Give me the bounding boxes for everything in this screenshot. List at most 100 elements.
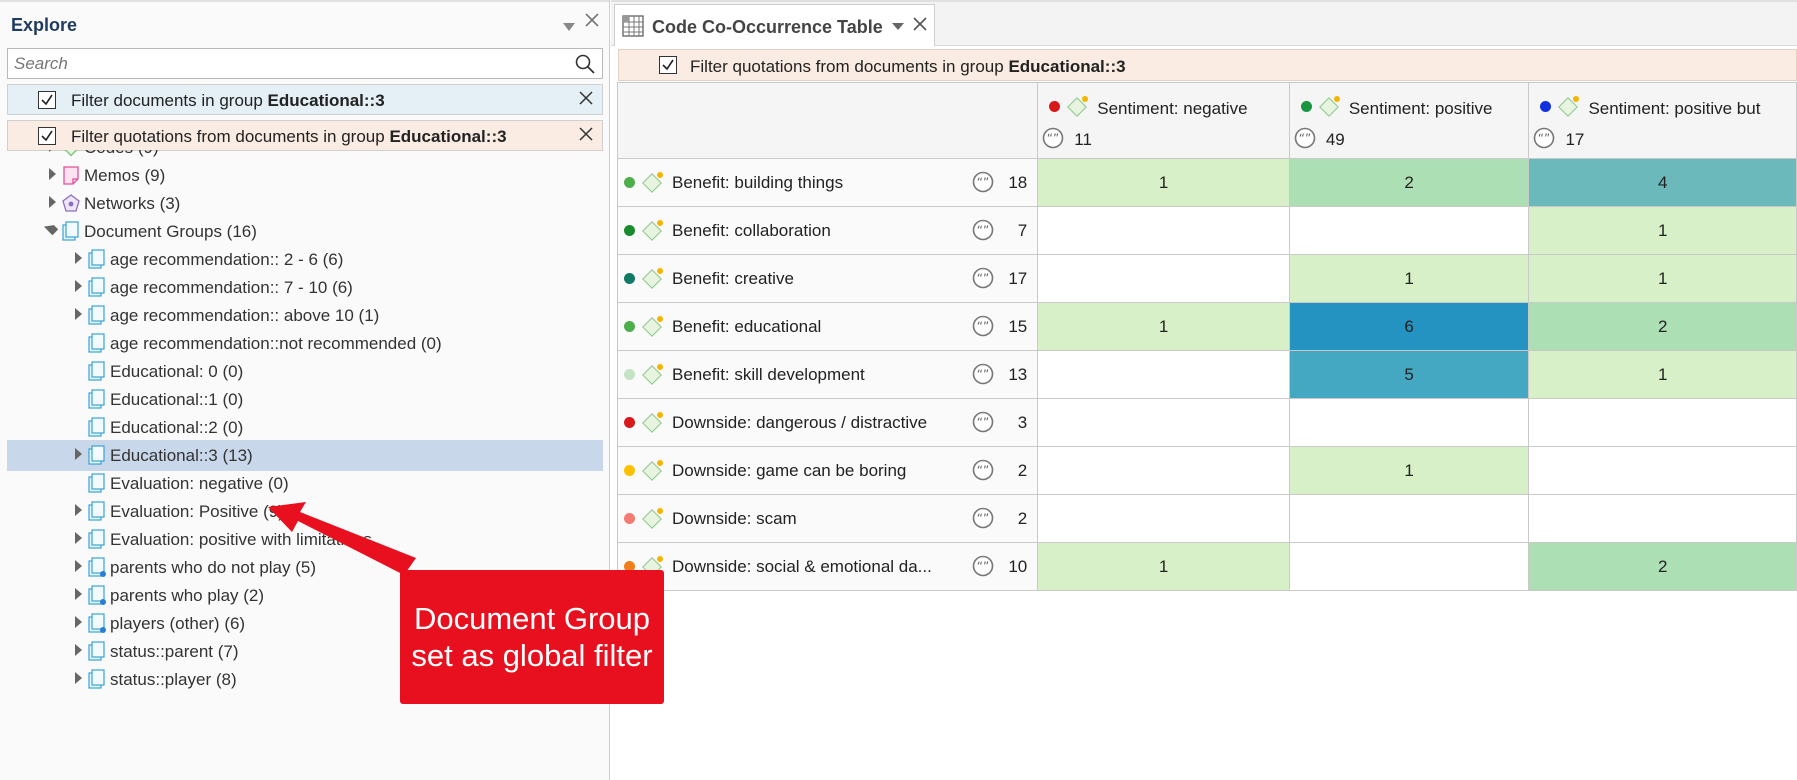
row-header[interactable]: Downside: dangerous / distractive “” 3: [616, 398, 1039, 447]
co-occurrence-cell[interactable]: 2: [1288, 158, 1530, 207]
row-header[interactable]: Benefit: building things “” 18: [616, 158, 1039, 207]
column-count: 17: [1565, 130, 1585, 149]
tree-item[interactable]: Educational::1 (0): [7, 384, 603, 415]
tree-item-label: parents who play (2): [110, 586, 265, 605]
co-occurrence-cell[interactable]: 1: [1288, 254, 1530, 303]
tree-item[interactable]: Memos (9): [7, 160, 603, 191]
co-occurrence-cell[interactable]: 1: [1528, 350, 1797, 399]
expand-arrow-icon[interactable]: [75, 588, 82, 600]
row-header[interactable]: Downside: social & emotional da... “” 10: [616, 542, 1039, 591]
expand-arrow-icon[interactable]: [49, 196, 56, 208]
expand-arrow-icon[interactable]: [49, 150, 56, 152]
tab-code-co-occurrence[interactable]: Code Co-Occurrence Table: [614, 4, 935, 46]
tree-item[interactable]: parents who play (2): [7, 580, 603, 611]
filter-quotations-close-icon[interactable]: [579, 125, 593, 146]
comment-indicator-icon: [657, 316, 663, 322]
quotation-icon: “”: [1042, 127, 1064, 149]
row-header[interactable]: Benefit: collaboration “” 7: [616, 206, 1039, 255]
expand-arrow-icon[interactable]: [75, 532, 82, 544]
code-color-dot: [624, 417, 635, 428]
tree-item[interactable]: age recommendation:: 2 - 6 (6): [7, 244, 603, 275]
tree-item[interactable]: Evaluation: negative (0): [7, 468, 603, 499]
expand-arrow-icon[interactable]: [75, 448, 82, 460]
tree-item[interactable]: Educational: 0 (0): [7, 356, 603, 387]
tree-item[interactable]: Networks (3): [7, 188, 603, 219]
expand-arrow-icon[interactable]: [75, 672, 82, 684]
panel-close-icon[interactable]: [585, 13, 599, 32]
explore-search-box[interactable]: [7, 48, 603, 79]
column-header[interactable]: Sentiment: negative “” 11: [1037, 82, 1290, 159]
co-occurrence-cell[interactable]: [1288, 542, 1530, 591]
expand-arrow-icon[interactable]: [75, 280, 82, 292]
expand-arrow-icon[interactable]: [75, 616, 82, 628]
row-header[interactable]: Downside: game can be boring “” 2: [616, 446, 1039, 495]
tab-close-icon[interactable]: [913, 15, 927, 36]
co-occurrence-cell[interactable]: 1: [1288, 446, 1530, 495]
tree-item[interactable]: status::player (8): [7, 664, 603, 695]
tree-item[interactable]: Educational::2 (0): [7, 412, 603, 443]
expand-arrow-icon[interactable]: [75, 504, 82, 516]
row-header[interactable]: Benefit: educational “” 15: [616, 302, 1039, 351]
co-occurrence-cell[interactable]: 1: [1037, 302, 1290, 351]
quotation-icon: “”: [972, 363, 994, 385]
expand-arrow-icon[interactable]: [75, 560, 82, 572]
row-header[interactable]: Downside: scam “” 2: [616, 494, 1039, 543]
workspace-filter-checkbox[interactable]: [659, 56, 677, 74]
co-occurrence-cell[interactable]: [1528, 398, 1797, 447]
search-icon[interactable]: [574, 53, 596, 75]
co-occurrence-cell[interactable]: 5: [1288, 350, 1530, 399]
expand-arrow-icon[interactable]: [75, 252, 82, 264]
tree-item[interactable]: Evaluation: positive with limitations: [7, 524, 603, 555]
co-occurrence-cell[interactable]: 4: [1528, 158, 1797, 207]
co-occurrence-cell[interactable]: 6: [1288, 302, 1530, 351]
co-occurrence-cell[interactable]: [1288, 494, 1530, 543]
co-occurrence-cell[interactable]: [1528, 446, 1797, 495]
row-header[interactable]: Benefit: creative “” 17: [616, 254, 1039, 303]
row-label: Benefit: building things: [672, 173, 844, 192]
table-row: Benefit: educational “” 15 1 6 2: [616, 302, 1797, 351]
column-header[interactable]: Sentiment: positive “” 49: [1288, 82, 1530, 159]
tree-item-label: Evaluation: Positive (9): [110, 502, 284, 521]
collapse-arrow-icon[interactable]: [43, 220, 59, 236]
co-occurrence-cell[interactable]: [1288, 398, 1530, 447]
co-occurrence-cell[interactable]: 1: [1037, 542, 1290, 591]
tree-item[interactable]: age recommendation:: 7 - 10 (6): [7, 272, 603, 303]
column-header[interactable]: Sentiment: positive but “” 17: [1528, 82, 1797, 159]
filter-documents-close-icon[interactable]: [579, 89, 593, 110]
memo-icon: [61, 164, 81, 186]
tree-item[interactable]: age recommendation::not recommended (0): [7, 328, 603, 359]
tab-menu-chevron-icon[interactable]: [892, 23, 904, 30]
tree-item[interactable]: Educational::3 (13): [7, 440, 603, 471]
row-header[interactable]: Benefit: skill development “” 13: [616, 350, 1039, 399]
tree-item[interactable]: age recommendation:: above 10 (1): [7, 300, 603, 331]
tree-item[interactable]: Document Groups (16): [7, 216, 603, 247]
search-input[interactable]: [8, 49, 568, 78]
co-occurrence-cell[interactable]: [1037, 494, 1290, 543]
co-occurrence-cell[interactable]: 1: [1528, 254, 1797, 303]
tree-item[interactable]: Codes (9): [7, 150, 603, 163]
tree-item[interactable]: players (other) (6): [7, 608, 603, 639]
filter-documents-checkbox[interactable]: [38, 91, 56, 109]
expand-arrow-icon[interactable]: [75, 308, 82, 320]
co-occurrence-cell[interactable]: 2: [1528, 302, 1797, 351]
co-occurrence-cell[interactable]: [1037, 398, 1290, 447]
expand-arrow-icon[interactable]: [75, 644, 82, 656]
code-color-dot: [624, 513, 635, 524]
co-occurrence-cell[interactable]: [1037, 350, 1290, 399]
svg-text:“”: “”: [977, 272, 989, 286]
tree-item[interactable]: Evaluation: Positive (9): [7, 496, 603, 527]
co-occurrence-cell[interactable]: [1288, 206, 1530, 255]
filter-quotations-checkbox[interactable]: [38, 127, 56, 145]
co-occurrence-cell[interactable]: 2: [1528, 542, 1797, 591]
document-group-icon: [87, 500, 107, 522]
tree-item[interactable]: status::parent (7): [7, 636, 603, 667]
panel-menu-chevron-icon[interactable]: [563, 18, 575, 36]
co-occurrence-cell[interactable]: [1528, 494, 1797, 543]
co-occurrence-cell[interactable]: 1: [1528, 206, 1797, 255]
co-occurrence-cell[interactable]: [1037, 206, 1290, 255]
co-occurrence-cell[interactable]: [1037, 446, 1290, 495]
expand-arrow-icon[interactable]: [49, 168, 56, 180]
co-occurrence-cell[interactable]: [1037, 254, 1290, 303]
tree-item[interactable]: parents who do not play (5): [7, 552, 603, 583]
co-occurrence-cell[interactable]: 1: [1037, 158, 1290, 207]
